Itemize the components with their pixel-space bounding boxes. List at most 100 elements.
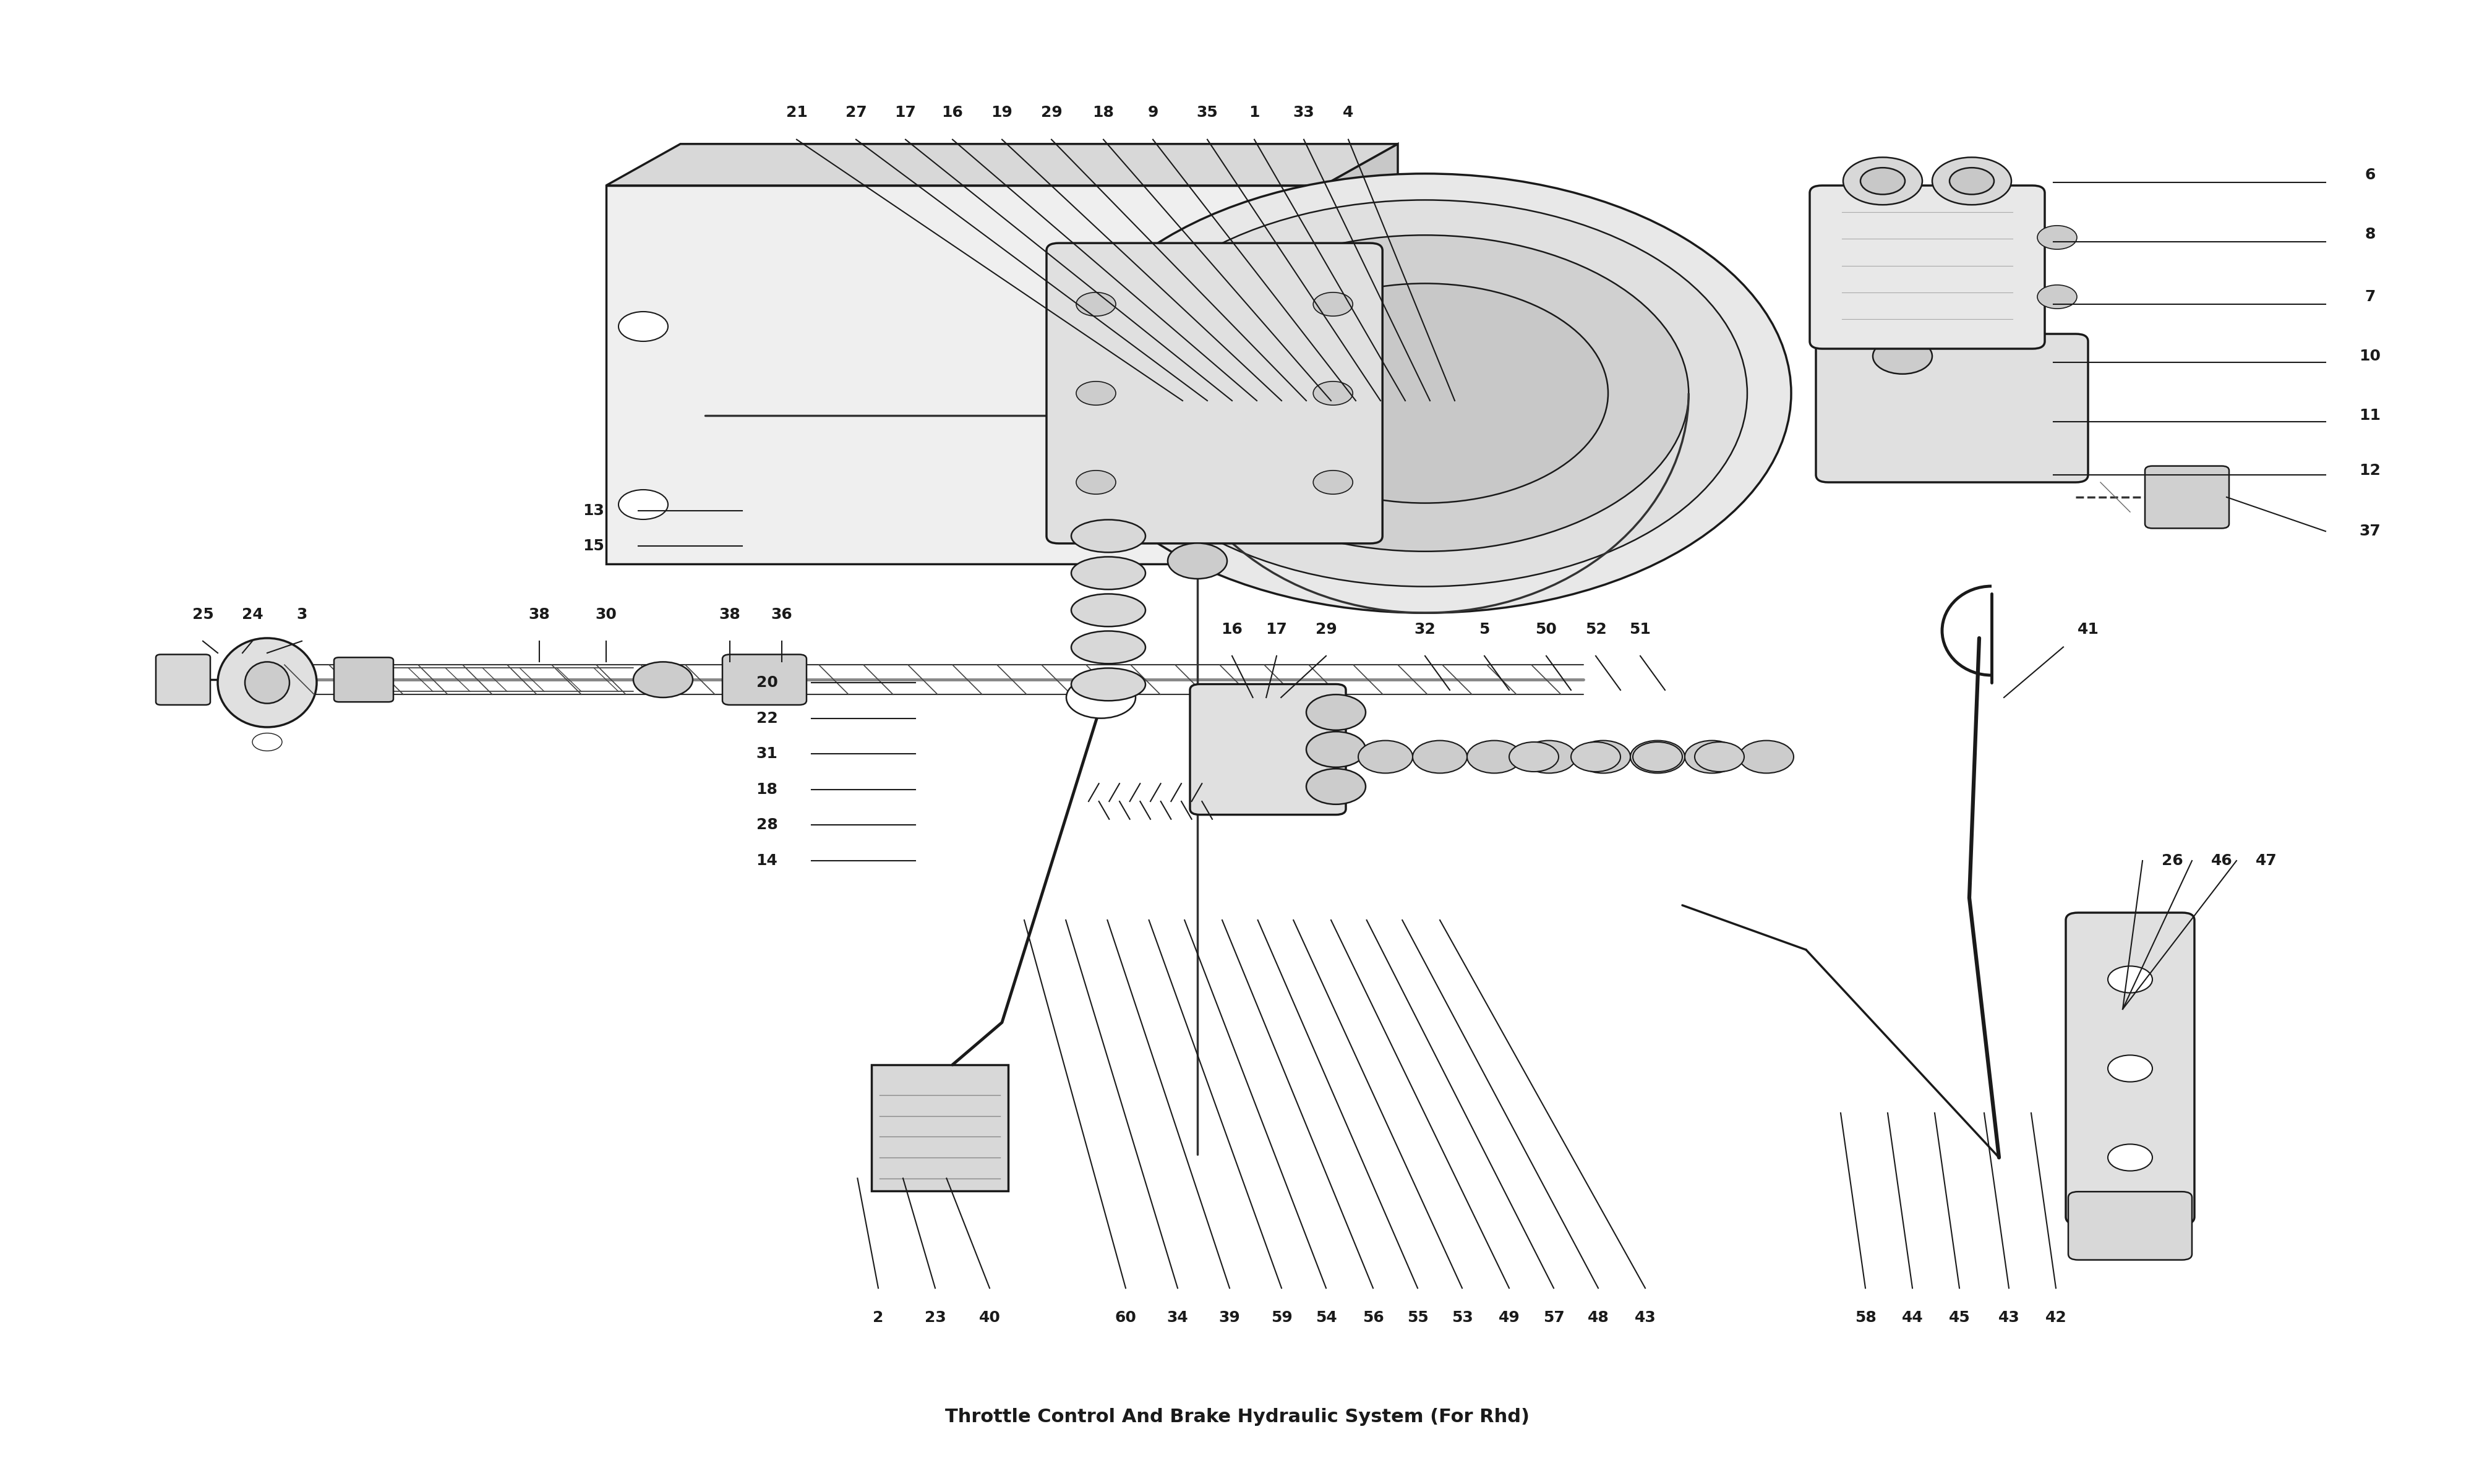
Text: 15: 15 [584,539,604,554]
Circle shape [1237,490,1286,519]
FancyBboxPatch shape [1811,186,2044,349]
Text: 12: 12 [2360,463,2380,478]
Text: 22: 22 [757,711,777,726]
Circle shape [252,733,282,751]
Text: 33: 33 [1294,105,1314,120]
Text: 29: 29 [1316,622,1336,637]
Text: 32: 32 [1415,622,1435,637]
Circle shape [1168,543,1227,579]
Circle shape [2039,285,2078,309]
FancyBboxPatch shape [2068,1192,2192,1260]
Text: 43: 43 [1635,1310,1655,1325]
Text: 48: 48 [1588,1310,1608,1325]
Text: 6: 6 [2365,168,2375,183]
FancyBboxPatch shape [2066,913,2194,1224]
Text: 4: 4 [1343,105,1353,120]
Text: 7: 7 [2365,289,2375,304]
Text: 2: 2 [873,1310,883,1325]
Text: 60: 60 [1116,1310,1136,1325]
Text: 58: 58 [1856,1310,1875,1325]
Circle shape [1076,292,1116,316]
Circle shape [1522,741,1576,773]
Text: 37: 37 [2360,524,2380,539]
Circle shape [1630,741,1685,773]
Circle shape [1843,157,1922,205]
Text: 52: 52 [1586,622,1606,637]
Text: 53: 53 [1452,1310,1472,1325]
Ellipse shape [245,662,289,703]
Text: 45: 45 [1950,1310,1969,1325]
Circle shape [618,490,668,519]
Text: 16: 16 [943,105,962,120]
Circle shape [1633,742,1682,772]
Text: 10: 10 [2360,349,2380,364]
Circle shape [1695,742,1744,772]
Circle shape [1314,381,1353,405]
Circle shape [2108,1055,2152,1082]
Circle shape [1160,234,1690,552]
Text: 39: 39 [1220,1310,1239,1325]
Text: 5: 5 [1479,622,1489,637]
Circle shape [1314,292,1353,316]
Ellipse shape [1071,519,1145,552]
Text: 43: 43 [1999,1310,2019,1325]
Text: 17: 17 [896,105,915,120]
Text: 51: 51 [1630,622,1650,637]
FancyBboxPatch shape [2145,466,2229,528]
Circle shape [1237,312,1286,341]
Text: 34: 34 [1168,1310,1188,1325]
Text: 28: 28 [757,818,777,833]
Text: 31: 31 [757,746,777,761]
Circle shape [1306,769,1366,804]
Text: 46: 46 [2212,853,2232,868]
Circle shape [1739,741,1794,773]
Circle shape [1509,742,1559,772]
Text: 38: 38 [720,607,740,622]
Text: 1: 1 [1249,105,1259,120]
Text: 14: 14 [757,853,777,868]
Ellipse shape [218,638,317,727]
Circle shape [633,662,693,697]
Circle shape [1066,677,1136,718]
Text: 17: 17 [1267,622,1286,637]
Text: 59: 59 [1272,1310,1291,1325]
FancyBboxPatch shape [156,654,210,705]
Text: 23: 23 [925,1310,945,1325]
Text: 40: 40 [980,1310,999,1325]
Text: 54: 54 [1316,1310,1336,1325]
FancyBboxPatch shape [1047,243,1383,543]
Text: 57: 57 [1544,1310,1564,1325]
Text: 24: 24 [242,607,262,622]
Circle shape [1059,174,1791,613]
Circle shape [1685,741,1739,773]
Text: 47: 47 [2256,853,2276,868]
Text: 50: 50 [1536,622,1556,637]
Text: 20: 20 [757,675,777,690]
FancyBboxPatch shape [1190,684,1346,815]
Circle shape [1076,381,1116,405]
Text: 27: 27 [846,105,866,120]
Text: 49: 49 [1499,1310,1519,1325]
Text: 36: 36 [772,607,792,622]
Text: 21: 21 [787,105,807,120]
Text: 11: 11 [2360,408,2380,423]
Text: 3: 3 [297,607,307,622]
Text: 29: 29 [1042,105,1061,120]
Circle shape [2039,226,2078,249]
Circle shape [1306,695,1366,730]
Text: 18: 18 [757,782,777,797]
Circle shape [2108,1144,2152,1171]
Polygon shape [1324,144,1398,564]
Text: 35: 35 [1197,105,1217,120]
Ellipse shape [1071,668,1145,700]
Text: 44: 44 [1903,1310,1922,1325]
Circle shape [1467,741,1522,773]
Ellipse shape [1071,556,1145,589]
Text: 55: 55 [1408,1310,1427,1325]
Circle shape [1358,741,1413,773]
Text: 25: 25 [193,607,213,622]
Polygon shape [871,1066,1009,1190]
Text: 42: 42 [2046,1310,2066,1325]
Polygon shape [606,144,1398,186]
Text: 38: 38 [529,607,549,622]
